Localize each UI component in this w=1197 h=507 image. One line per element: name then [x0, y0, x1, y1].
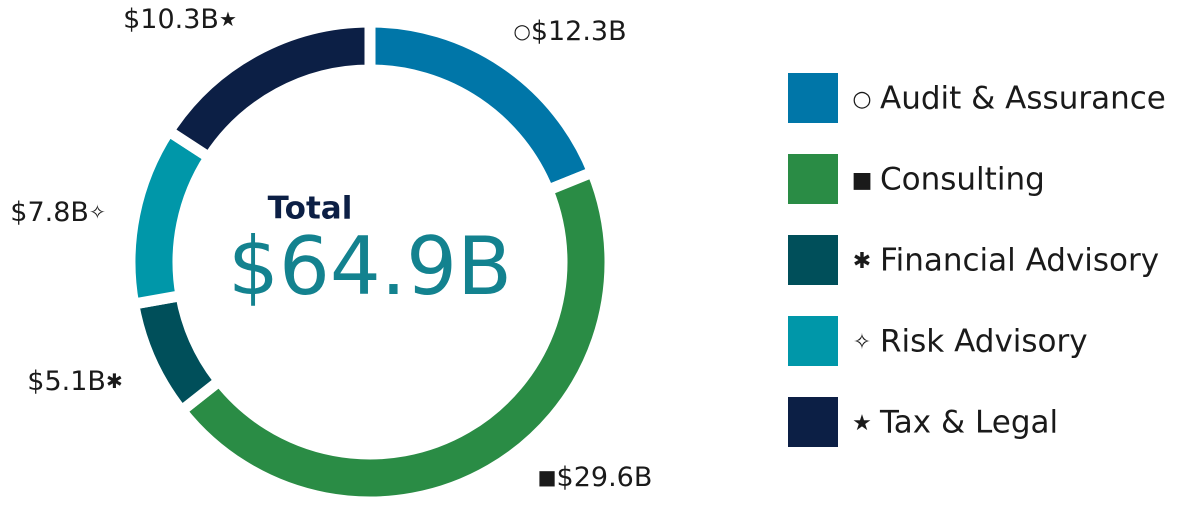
donut-segment [127, 289, 228, 419]
legend-label: Consulting [880, 162, 1045, 198]
data-label: $5.1B✱ [27, 366, 122, 397]
legend-symbol: ✧ [853, 330, 871, 355]
legend-swatch [788, 73, 838, 123]
label-symbol: ■ [538, 465, 557, 489]
legend-swatch [788, 154, 838, 204]
data-label: ■$29.6B [538, 462, 653, 493]
center-value: $64.9B [228, 220, 512, 313]
label-value: $10.3B [123, 4, 219, 35]
label-symbol: ★ [219, 7, 237, 31]
legend-swatch [788, 397, 838, 447]
label-symbol: ○ [513, 19, 530, 43]
legend-symbol: ★ [852, 411, 872, 436]
label-value: $29.6B [557, 462, 653, 493]
legend-label: Risk Advisory [880, 324, 1088, 360]
legend-symbol: ■ [852, 168, 873, 193]
donut-segment [364, 16, 600, 198]
legend-swatch [788, 235, 838, 285]
label-value: $7.8B [10, 197, 89, 228]
data-label: $7.8B✧ [10, 197, 105, 228]
center-title: Total [268, 191, 353, 227]
label-symbol: ✱ [106, 369, 123, 393]
legend-label: Tax & Legal [879, 405, 1058, 441]
donut-segment [173, 165, 616, 507]
legend-label: Financial Advisory [880, 243, 1159, 279]
donut-segment [124, 123, 217, 311]
legend-symbol: ○ [852, 87, 871, 112]
legend-symbol: ✱ [853, 249, 871, 274]
label-symbol: ✧ [89, 200, 106, 224]
data-label: $10.3B★ [123, 4, 237, 35]
donut-segment [161, 16, 376, 165]
label-value: $12.3B [531, 16, 627, 47]
legend-swatch [788, 316, 838, 366]
data-label: ○$12.3B [513, 16, 626, 47]
legend-label: Audit & Assurance [880, 81, 1166, 117]
label-value: $5.1B [27, 366, 106, 397]
